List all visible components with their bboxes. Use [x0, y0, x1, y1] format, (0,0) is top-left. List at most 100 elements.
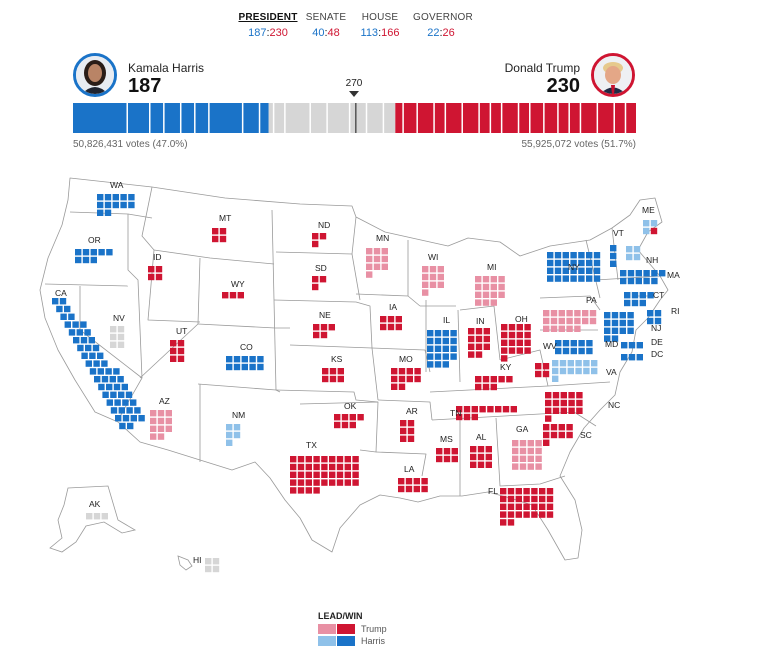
state-oh[interactable]: [501, 324, 531, 362]
state-mo[interactable]: [391, 368, 421, 390]
ev-cell: [127, 422, 134, 430]
state-az[interactable]: [150, 410, 172, 440]
ev-cell: [104, 194, 112, 201]
ev-cell: [405, 478, 413, 485]
state-ms[interactable]: [436, 448, 458, 463]
state-fl[interactable]: [500, 488, 554, 526]
state-pa[interactable]: [543, 310, 597, 332]
state-ne[interactable]: [313, 324, 335, 339]
ev-cell: [546, 488, 554, 495]
state-vt[interactable]: [610, 245, 617, 267]
state-label-dc: DC: [651, 349, 663, 359]
ev-cell: [75, 256, 82, 264]
ev-cell: [643, 270, 650, 277]
state-hi[interactable]: [205, 558, 220, 573]
ev-cell: [631, 292, 639, 299]
state-wy[interactable]: [222, 292, 244, 299]
state-or[interactable]: [75, 249, 113, 264]
ev-cell: [566, 424, 573, 431]
state-va[interactable]: [552, 360, 598, 382]
ev-cell: [313, 324, 320, 331]
state-il[interactable]: [427, 330, 457, 368]
ev-cell: [68, 313, 75, 320]
harris-portrait-icon: [76, 56, 114, 94]
state-mn[interactable]: [366, 248, 388, 278]
ev-cell: [574, 310, 581, 317]
state-nv[interactable]: [110, 326, 125, 348]
ev-cell: [122, 399, 129, 406]
ev-cell: [558, 310, 565, 317]
ev-cell: [552, 392, 560, 399]
ev-cell: [482, 299, 490, 306]
ev-cell: [475, 299, 482, 306]
state-ny[interactable]: [547, 252, 601, 282]
state-de[interactable]: [621, 342, 643, 349]
ev-cell: [313, 471, 320, 478]
ev-cell: [627, 319, 634, 327]
state-ma[interactable]: [620, 270, 666, 285]
ev-cell: [93, 360, 100, 367]
ev-cell: [89, 368, 97, 375]
ev-cell: [60, 313, 67, 320]
state-wa[interactable]: [97, 194, 135, 216]
state-wi[interactable]: [422, 266, 444, 296]
state-tn[interactable]: [456, 406, 517, 421]
ev-cell: [398, 485, 405, 493]
state-ca[interactable]: [52, 298, 145, 430]
ev-cell: [456, 406, 463, 413]
state-ok[interactable]: [334, 414, 364, 429]
state-ct[interactable]: [624, 292, 654, 307]
state-al[interactable]: [470, 446, 492, 468]
ev-cell: [589, 317, 597, 325]
ev-cell: [593, 275, 601, 282]
state-ga[interactable]: [512, 440, 542, 470]
ev-cell: [134, 407, 141, 414]
state-ar[interactable]: [400, 420, 415, 442]
state-id[interactable]: [148, 266, 163, 281]
state-ri[interactable]: [647, 310, 662, 325]
tab-president[interactable]: PRESIDENT 187:230: [238, 12, 298, 39]
ev-cell: [434, 353, 442, 360]
state-dc[interactable]: [621, 354, 643, 361]
ev-cell: [229, 292, 237, 299]
ev-cell: [329, 471, 336, 478]
ev-cell: [628, 342, 636, 349]
state-sc[interactable]: [543, 424, 573, 446]
ev-cell: [407, 435, 415, 442]
state-nm[interactable]: [226, 424, 241, 446]
state-nh[interactable]: [626, 246, 641, 261]
state-mt[interactable]: [212, 228, 227, 243]
state-ia[interactable]: [380, 316, 402, 331]
state-ut[interactable]: [170, 340, 185, 362]
state-mi[interactable]: [475, 276, 505, 306]
state-nc[interactable]: [545, 392, 583, 422]
tab-senate[interactable]: SENATE 40:48: [303, 12, 349, 39]
state-nj[interactable]: [604, 312, 634, 342]
ev-cell: [391, 383, 398, 390]
ev-cell: [591, 367, 598, 375]
state-ak[interactable]: [86, 513, 108, 520]
ev-cell: [470, 446, 477, 453]
ev-cell: [583, 360, 590, 367]
ev-cell: [115, 415, 122, 422]
swatch-harris-lead: [318, 636, 336, 646]
ev-cell: [485, 453, 492, 461]
state-in[interactable]: [468, 328, 490, 358]
state-ky[interactable]: [475, 376, 513, 391]
state-tx[interactable]: [290, 456, 359, 494]
state-la[interactable]: [398, 478, 428, 493]
state-md[interactable]: [555, 340, 593, 355]
ev-cell: [414, 368, 421, 375]
state-sd[interactable]: [312, 276, 327, 291]
tab-governor[interactable]: GOVERNOR 22:26: [413, 12, 473, 39]
state-nd[interactable]: [312, 233, 327, 248]
state-me[interactable]: [643, 220, 658, 235]
state-wv[interactable]: [535, 363, 550, 378]
ev-cell: [233, 431, 241, 439]
state-ks[interactable]: [322, 368, 344, 383]
state-co[interactable]: [226, 356, 264, 371]
tab-house[interactable]: HOUSE 113:166: [357, 12, 403, 39]
ev-cell: [434, 330, 442, 337]
ev-cell: [77, 344, 84, 352]
ev-cell: [336, 463, 344, 471]
